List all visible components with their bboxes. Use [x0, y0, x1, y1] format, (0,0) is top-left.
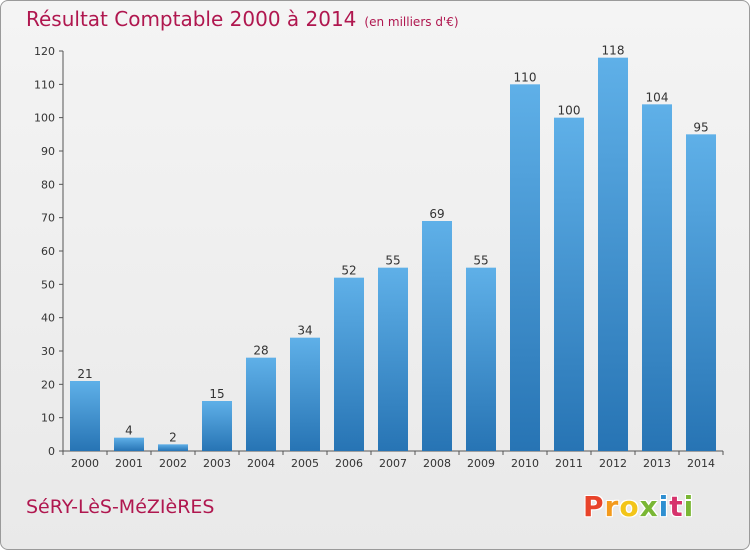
- bar-value-label: 2: [169, 430, 177, 444]
- x-tick-label: 2002: [159, 457, 187, 470]
- chart-axes: 0 10 20 30 40 50 60 70 80 90 100 110 120 2000 2001 2002…: [34, 45, 724, 470]
- bar-value-label: 21: [77, 367, 92, 381]
- bar: [686, 134, 716, 452]
- x-tick-label: 2006: [335, 457, 363, 470]
- chart-title-text: Résultat Comptable 2000 à 2014: [26, 7, 357, 31]
- y-tick-label: 40: [41, 312, 55, 325]
- logo-letter: t: [669, 490, 684, 523]
- bar-value-label: 118: [602, 44, 625, 58]
- x-tick-label: 2014: [687, 457, 715, 470]
- x-tick-label: 2009: [467, 457, 495, 470]
- bar-value-label: 100: [558, 104, 581, 118]
- bar-value-label: 28: [253, 344, 268, 358]
- bar: [466, 267, 496, 451]
- y-tick-label: 70: [41, 212, 55, 225]
- y-tick-label: 30: [41, 345, 55, 358]
- bar-value-label: 4: [125, 424, 133, 438]
- proxiti-logo: Proxiti: [583, 490, 694, 523]
- bar-value-label: 55: [385, 254, 400, 268]
- bar: [598, 57, 628, 452]
- x-tick-label: 2000: [71, 457, 99, 470]
- bar-value-label: 104: [646, 90, 669, 104]
- y-tick-label: 10: [41, 412, 55, 425]
- logo-letter: P: [583, 490, 605, 523]
- logo-letter: o: [619, 490, 640, 523]
- bar: [246, 357, 276, 451]
- bar: [158, 444, 188, 451]
- bar: [378, 267, 408, 451]
- x-tick-label: 2008: [423, 457, 451, 470]
- chart-title: Résultat Comptable 2000 à 2014 (en millie…: [26, 7, 459, 31]
- bar-value-label: 69: [429, 207, 444, 221]
- x-tick-label: 2011: [555, 457, 583, 470]
- bar-value-label: 15: [209, 387, 224, 401]
- x-tick-label: 2001: [115, 457, 143, 470]
- logo-letter: i: [658, 490, 670, 523]
- y-tick-label: 110: [34, 78, 55, 91]
- x-tick-label: 2007: [379, 457, 407, 470]
- bar-value-label: 55: [473, 254, 488, 268]
- bar: [70, 381, 100, 451]
- y-tick-label: 0: [48, 445, 55, 458]
- x-tick-label: 2004: [247, 457, 275, 470]
- bar: [290, 337, 320, 451]
- x-tick-label: 2012: [599, 457, 627, 470]
- bar-value-label: 110: [514, 70, 537, 84]
- logo-letter: i: [683, 490, 695, 523]
- chart-bars: [70, 57, 716, 452]
- bar-value-label: 95: [693, 120, 708, 134]
- bar-value-label: 52: [341, 264, 356, 278]
- y-tick-label: 80: [41, 178, 55, 191]
- bar: [202, 401, 232, 451]
- x-tick-label: 2005: [291, 457, 319, 470]
- chart-subtitle: (en milliers d'€): [364, 15, 459, 29]
- x-tick-label: 2003: [203, 457, 231, 470]
- y-tick-label: 100: [34, 112, 55, 125]
- bar: [114, 437, 144, 451]
- bar: [642, 104, 672, 451]
- place-name: SéRY-LèS-MéZIèRES: [26, 496, 215, 518]
- y-tick-label: 20: [41, 378, 55, 391]
- chart-data-labels: 21 4 2 15 28 34 52 55 69 55 110 100 118 104 95: [77, 44, 708, 445]
- y-tick-label: 60: [41, 245, 55, 258]
- bar: [334, 277, 364, 451]
- bar-value-label: 34: [297, 324, 312, 338]
- x-tick-label: 2013: [643, 457, 671, 470]
- y-tick-label: 120: [34, 45, 55, 58]
- bar: [422, 221, 452, 451]
- bar: [510, 84, 540, 451]
- y-tick-label: 50: [41, 278, 55, 291]
- logo-letter: x: [639, 490, 659, 523]
- y-tick-label: 90: [41, 145, 55, 158]
- x-tick-label: 2010: [511, 457, 539, 470]
- bar: [554, 117, 584, 452]
- logo-letter: r: [604, 490, 620, 523]
